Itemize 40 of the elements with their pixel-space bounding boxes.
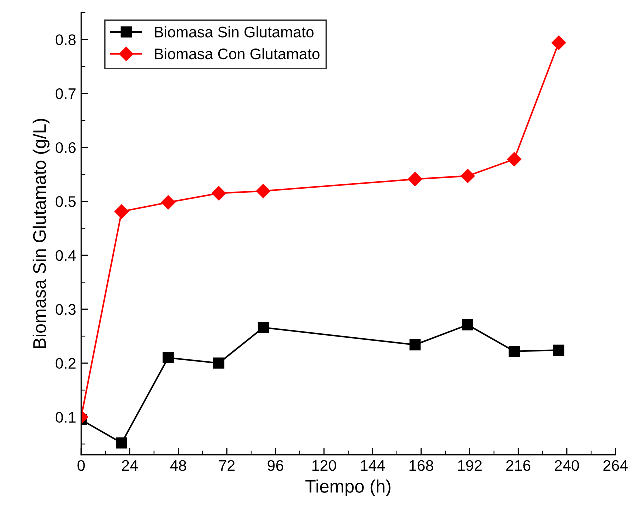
point [553,344,565,356]
x-tick-label: 144 [361,460,386,471]
point [258,322,270,334]
x-tick-label: 0 [78,460,86,472]
x-tick-label: 48 [170,460,186,472]
y-tick-label: 0.6 [56,142,76,154]
y-tick-label: 0.8 [56,34,76,46]
x-tick-label: 120 [312,460,336,472]
point [212,186,226,201]
legend-label: Biomasa Con Glutamato [155,48,320,60]
point [213,358,225,369]
x-tick-label: 96 [268,460,284,472]
x-tick-label: 168 [410,460,434,472]
y-tick-label: 0.2 [56,358,76,370]
point [161,196,176,210]
point [114,204,129,219]
x-tick-label: 240 [555,460,580,472]
x-tick-label: 216 [506,460,531,472]
y-axis-title: Biomasa Sin Glutamato (g/L) [32,119,50,348]
y-tick-label: 0.1 [56,412,76,423]
point [552,36,566,50]
x-tick-label: 192 [458,460,482,472]
point [507,152,522,167]
point [460,169,475,184]
legend-label: Biomasa Sin Glutamato [155,26,314,38]
point [410,339,421,351]
y-tick-label: 0.4 [56,250,76,262]
y-tick-label: 0.3 [56,304,76,316]
point [462,320,474,331]
y-tick-label: 0.7 [56,88,76,100]
point [162,352,174,364]
point [116,438,128,449]
y-tick-label: 0.5 [56,196,76,208]
x-tick-label: 264 [604,460,628,472]
x-tick-label: 72 [219,460,235,471]
point [256,184,271,198]
x-tick-label: 24 [122,460,138,471]
point [408,172,422,186]
point [508,346,520,358]
x-axis-title: Tiempo (h) [306,480,391,497]
